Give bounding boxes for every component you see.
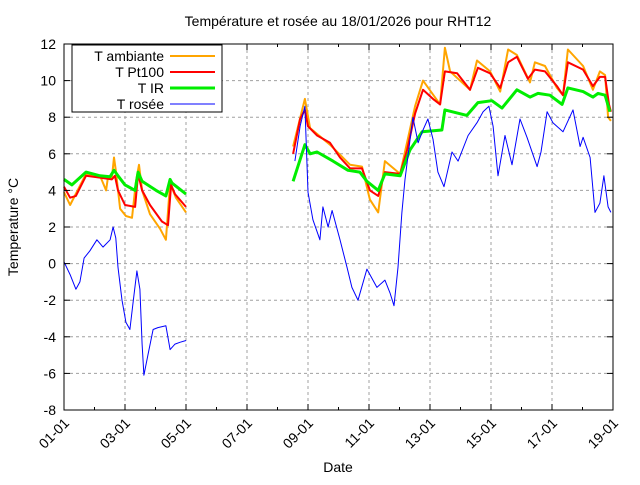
x-tick-label: 03-01 (96, 415, 133, 452)
x-tick-label: 15-01 (462, 415, 499, 452)
series-t-ros-e-line (63, 226, 187, 376)
series-lines (63, 46, 612, 376)
chart-title: Température et rosée au 18/01/2026 pour … (185, 13, 492, 29)
legend-label: T rosée (117, 96, 164, 112)
y-tick-label: 6 (48, 146, 56, 162)
series-t-ir-line (291, 86, 612, 192)
y-tick-label: 8 (48, 109, 56, 125)
y-tick-label: -2 (44, 292, 57, 308)
y-axis-label: Temperature °C (5, 178, 21, 276)
y-tick-label: -8 (44, 402, 57, 418)
series-t-ambiante-line (63, 156, 187, 241)
x-tick-label: 01-01 (35, 415, 72, 452)
y-tick-label: 4 (48, 182, 56, 198)
series-t-ros-e-line (294, 105, 612, 307)
x-axis-label: Date (323, 459, 353, 475)
y-tick-label: 12 (40, 36, 56, 52)
x-tick-label: 17-01 (523, 415, 560, 452)
y-tick-label: 0 (48, 256, 56, 272)
legend-label: T Pt100 (115, 64, 164, 80)
x-tick-label: 11-01 (341, 415, 377, 451)
series-t-pt100-line (292, 55, 612, 197)
series-t-pt100-line (63, 172, 187, 227)
x-tick-label: 19-01 (584, 415, 621, 452)
x-tick-label: 13-01 (401, 415, 438, 452)
y-tick-label: -6 (44, 365, 57, 381)
x-tick-label: 09-01 (279, 415, 316, 452)
x-tick-label: 05-01 (157, 415, 194, 452)
legend-label: T ambiante (94, 48, 164, 64)
y-tick-label: 10 (40, 73, 56, 89)
y-tick-label: -4 (44, 329, 57, 345)
y-tick-label: 2 (48, 219, 56, 235)
x-tick-label: 07-01 (218, 415, 255, 452)
legend-label: T IR (138, 80, 164, 96)
series-t-ir-line (63, 168, 187, 198)
